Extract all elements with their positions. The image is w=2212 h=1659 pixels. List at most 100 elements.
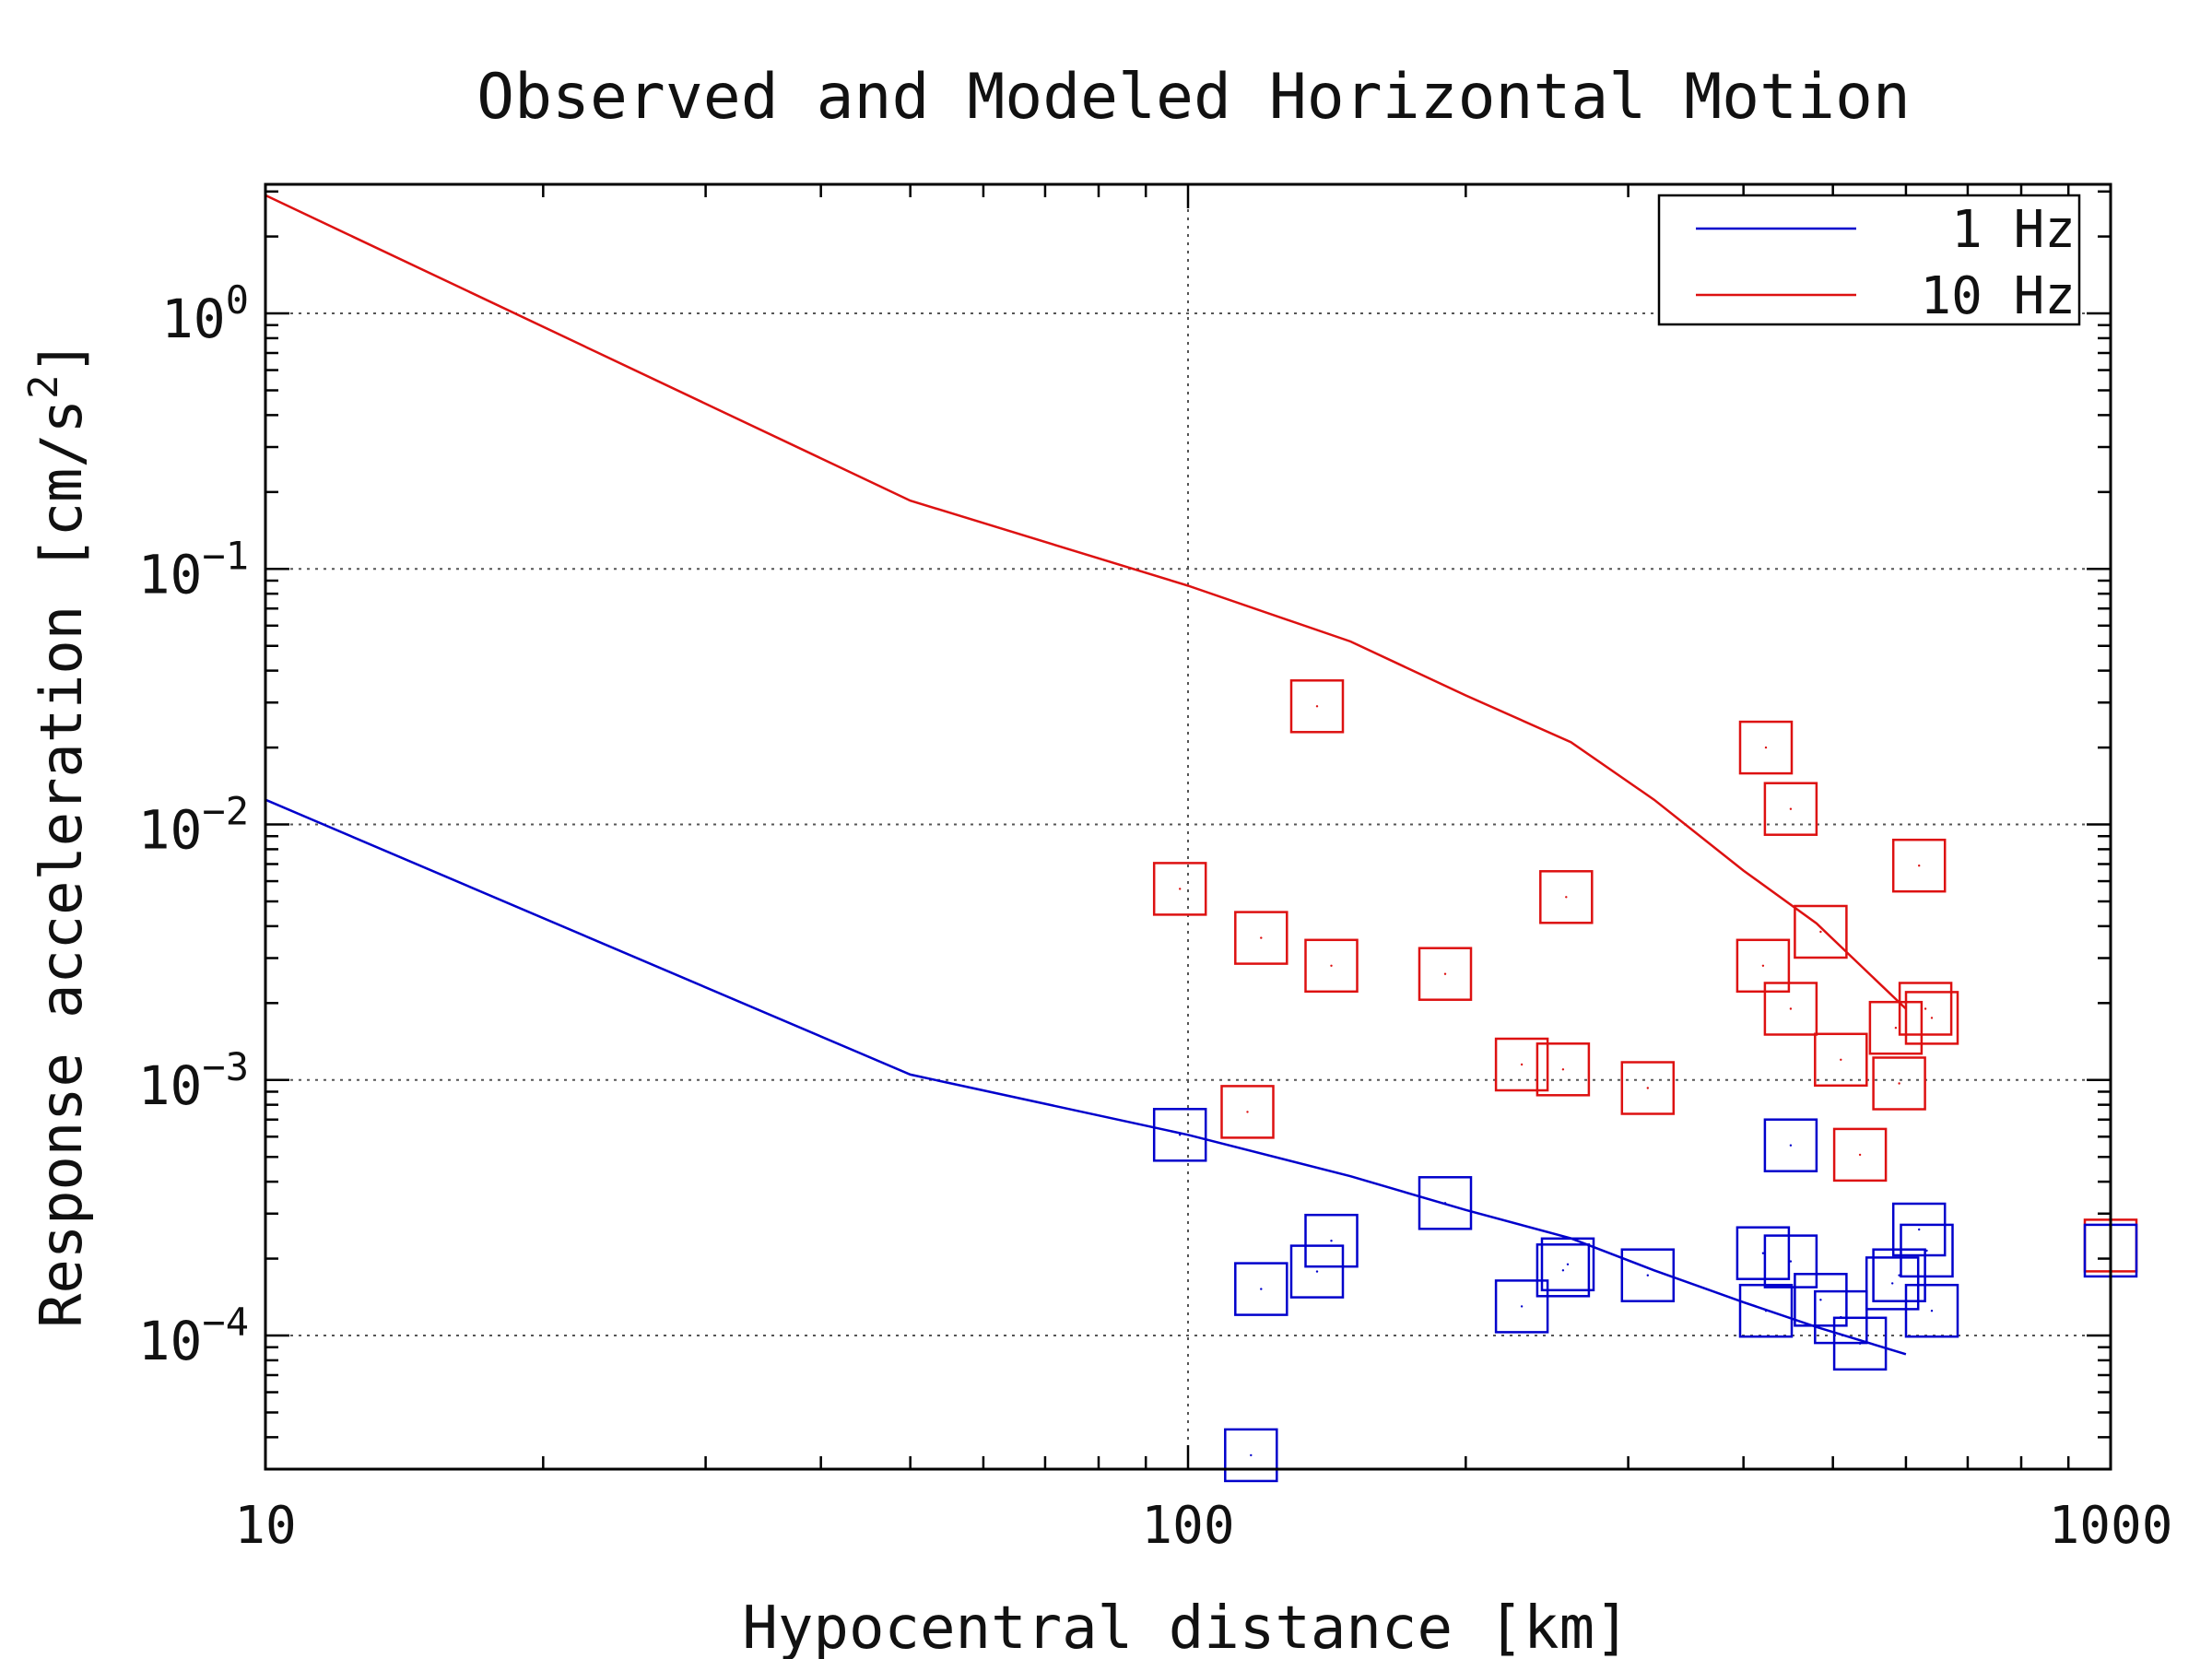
observed-point (1891, 838, 1947, 893)
y-tick-label: 10−4 (138, 1300, 249, 1372)
observed-point (1234, 1262, 1288, 1316)
observed-point-center (1315, 1270, 1319, 1273)
x-tick-label: 1000 (2049, 1496, 2173, 1556)
observed-point (1735, 938, 1791, 994)
observed-point (1418, 947, 1473, 1001)
observed-point (1814, 1032, 1868, 1088)
observed-point (1289, 1244, 1345, 1299)
observed-point-center (1330, 1240, 1333, 1242)
observed-point (1763, 782, 1818, 836)
observed-point (1620, 1248, 1676, 1302)
observed-point-center (1789, 1007, 1793, 1010)
observed-point (1763, 1234, 1818, 1288)
y-tick-base: 10 (138, 799, 203, 862)
y-tick-exponent: −4 (202, 1300, 249, 1345)
observed-point (1891, 1202, 1947, 1257)
observed-point-center (1930, 1310, 1934, 1312)
observed-point-center (1443, 1202, 1447, 1205)
observed-point-center (1443, 972, 1447, 975)
observed-point (1234, 911, 1288, 965)
observed-point-center (1840, 1058, 1842, 1062)
y-axis-label: Response acceleration [cm/s2] (20, 340, 95, 1328)
observed-point-center (1930, 1017, 1934, 1019)
observed-point (1763, 1118, 1818, 1172)
observed-point-center (1646, 1087, 1650, 1089)
observed-point (1494, 1037, 1549, 1092)
observed-point (1494, 1279, 1549, 1334)
observed-point (1794, 904, 1848, 959)
observed-point-center (1561, 1068, 1565, 1071)
y-axis-label-superscript: 2 (20, 374, 67, 399)
observed-point (1904, 991, 1959, 1045)
observed-point-center (1898, 1274, 1900, 1277)
y-tick-base: 10 (161, 288, 226, 350)
observed-point (1152, 862, 1207, 916)
observed-point (1540, 1237, 1595, 1292)
y-axis-label-main: Response acceleration [cm/s (28, 399, 95, 1328)
x-tick-label: 100 (1141, 1496, 1234, 1556)
observed-point (1832, 1316, 1888, 1371)
observed-point-center (1858, 1342, 1862, 1346)
y-tick-exponent: −1 (202, 533, 249, 578)
observed-point-center (1761, 964, 1765, 968)
y-tick-base: 10 (138, 543, 203, 606)
legend-label: 10 Hz (1920, 266, 2076, 326)
observed-point-center (1520, 1063, 1524, 1066)
axes (264, 182, 2112, 1471)
observed-point-center (1646, 1274, 1650, 1277)
observed-point-center (1925, 1249, 1928, 1253)
legend-label: 1 Hz (1951, 200, 2076, 260)
y-tick-label: 10−2 (138, 789, 249, 862)
observed-point-center (1891, 1282, 1894, 1285)
observed-point (1763, 982, 1818, 1036)
y-tick-exponent: 0 (226, 277, 249, 323)
y-tick-exponent: −2 (202, 789, 249, 834)
observed-point-center (1315, 705, 1319, 708)
x-tick-label: 10 (234, 1496, 296, 1556)
observed-point (1735, 1226, 1791, 1280)
observed-point-center (1520, 1305, 1524, 1308)
chart-title: Observed and Modeled Horizontal Motion (477, 61, 1911, 134)
observed-point-center (1561, 1269, 1565, 1272)
observed-point-center (1918, 1228, 1921, 1231)
observed-point-center (1330, 964, 1333, 968)
y-tick-exponent: −3 (202, 1044, 249, 1089)
observed-point (1832, 1127, 1888, 1182)
observed-point (1289, 679, 1345, 734)
observed-point-center (1819, 930, 1822, 934)
observed-point (1898, 982, 1953, 1036)
observed-point-center (1566, 1263, 1570, 1266)
observed-point-center (1789, 807, 1793, 810)
grid-lines (265, 184, 2111, 1469)
y-tick-label: 10−1 (138, 533, 249, 606)
observed-point (1904, 1283, 1959, 1338)
observed-point-center (1819, 1299, 1822, 1301)
observed-point (1738, 720, 1794, 775)
observed-point (1794, 1273, 1848, 1327)
observed-point (1152, 1108, 1207, 1162)
observed-point (1220, 1085, 1275, 1139)
observed-point-center (1260, 936, 1263, 939)
observed-point (1535, 1243, 1591, 1298)
observed-point (1868, 1000, 1924, 1055)
observed-point-center (1764, 746, 1768, 749)
model-line-1 (265, 194, 1907, 1010)
observed-point-center (1179, 888, 1182, 890)
observed-point-center (1858, 1153, 1862, 1157)
legend-box (1657, 194, 2081, 326)
observed-point-center (1789, 1260, 1793, 1263)
observed-point-center (1179, 1134, 1182, 1136)
observed-point-center (1260, 1288, 1263, 1290)
observed-point-center (1918, 865, 1921, 867)
observed-point (1304, 1213, 1359, 1268)
y-tick-label: 100 (161, 277, 249, 350)
y-tick-base: 10 (138, 1310, 203, 1372)
observed-point-center (1764, 1310, 1768, 1312)
observed-point (1872, 1056, 1926, 1111)
observed-point (1865, 1256, 1920, 1311)
observed-point-center (1246, 1111, 1249, 1113)
observed-point-center (1761, 1252, 1765, 1254)
